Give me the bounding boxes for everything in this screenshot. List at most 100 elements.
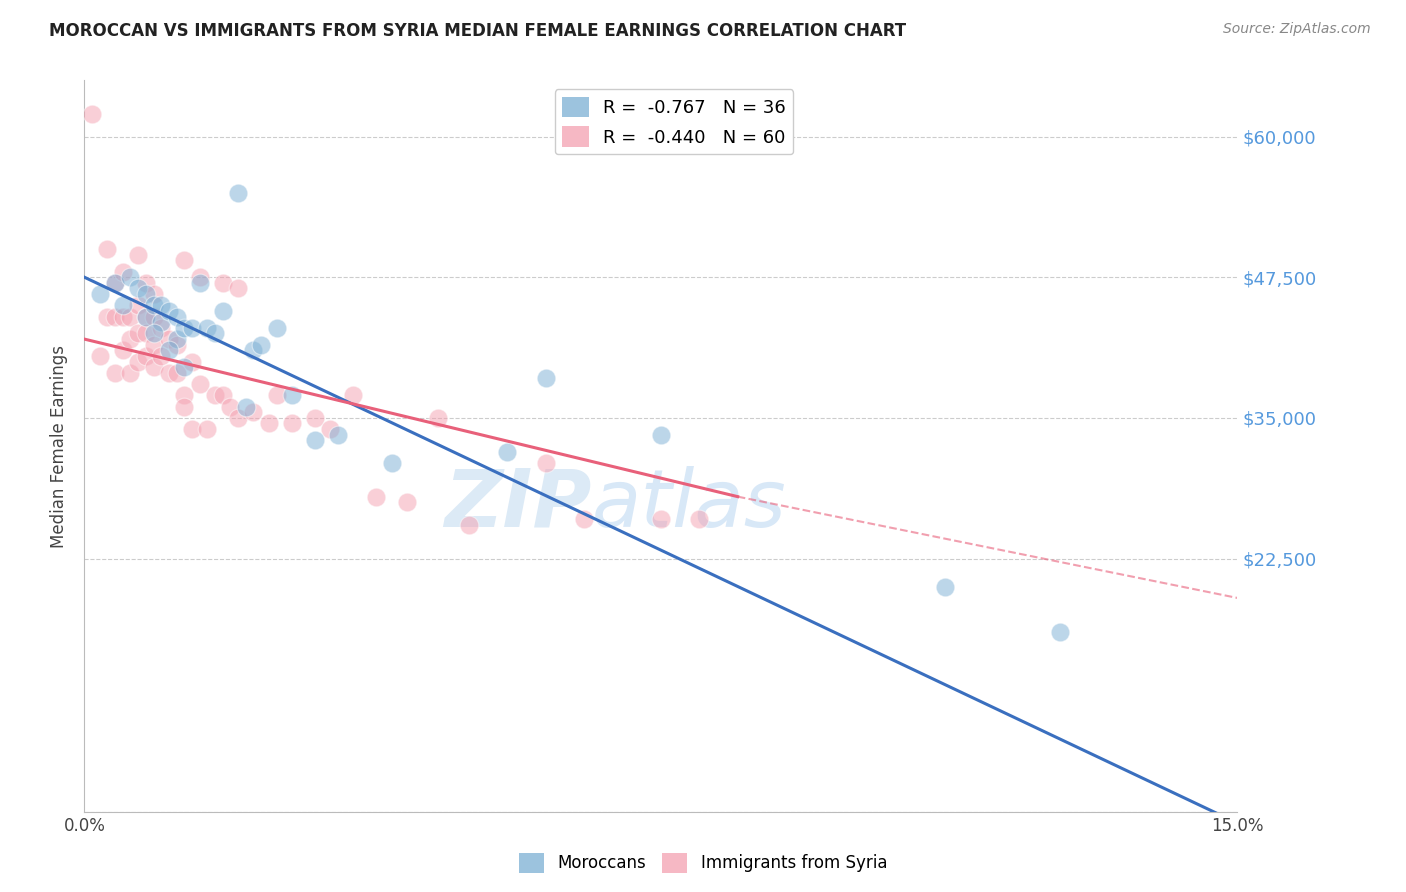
Point — [173, 253, 195, 268]
Point — [166, 332, 188, 346]
Point — [120, 366, 142, 380]
Point — [150, 298, 173, 312]
Point — [142, 310, 165, 324]
Point — [150, 321, 173, 335]
Point — [426, 410, 449, 425]
Point — [181, 422, 204, 436]
Point — [135, 276, 157, 290]
Point — [111, 264, 134, 278]
Point — [396, 495, 419, 509]
Text: Source: ZipAtlas.com: Source: ZipAtlas.com — [1223, 22, 1371, 37]
Point — [534, 456, 557, 470]
Point — [173, 400, 195, 414]
Point — [96, 310, 118, 324]
Point — [188, 377, 211, 392]
Text: MOROCCAN VS IMMIGRANTS FROM SYRIA MEDIAN FEMALE EARNINGS CORRELATION CHART: MOROCCAN VS IMMIGRANTS FROM SYRIA MEDIAN… — [49, 22, 907, 40]
Point — [496, 444, 519, 458]
Text: ZIP: ZIP — [444, 466, 592, 543]
Point — [688, 512, 710, 526]
Point — [166, 337, 188, 351]
Point — [304, 410, 326, 425]
Point — [135, 349, 157, 363]
Point — [142, 287, 165, 301]
Point — [226, 410, 249, 425]
Point — [572, 512, 595, 526]
Point — [319, 422, 342, 436]
Point — [127, 298, 149, 312]
Point — [127, 248, 149, 262]
Point — [111, 343, 134, 358]
Point — [250, 337, 273, 351]
Point — [381, 456, 404, 470]
Point — [266, 321, 288, 335]
Point — [304, 434, 326, 448]
Point — [188, 276, 211, 290]
Point — [157, 304, 180, 318]
Point — [157, 332, 180, 346]
Point — [226, 281, 249, 295]
Point — [104, 276, 127, 290]
Point — [120, 332, 142, 346]
Point — [157, 343, 180, 358]
Point — [166, 310, 188, 324]
Point — [188, 270, 211, 285]
Point — [111, 298, 134, 312]
Point — [135, 287, 157, 301]
Point — [366, 490, 388, 504]
Point — [534, 371, 557, 385]
Point — [204, 326, 226, 341]
Point — [650, 512, 672, 526]
Legend: Moroccans, Immigrants from Syria: Moroccans, Immigrants from Syria — [512, 847, 894, 880]
Point — [181, 354, 204, 368]
Point — [235, 400, 257, 414]
Point — [104, 310, 127, 324]
Point — [1049, 624, 1071, 639]
Point — [135, 310, 157, 324]
Point — [142, 360, 165, 375]
Point — [135, 326, 157, 341]
Point — [157, 366, 180, 380]
Point — [219, 400, 242, 414]
Point — [204, 388, 226, 402]
Y-axis label: Median Female Earnings: Median Female Earnings — [51, 344, 69, 548]
Point — [281, 417, 304, 431]
Point — [173, 321, 195, 335]
Point — [120, 310, 142, 324]
Point — [166, 366, 188, 380]
Legend: R =  -0.767   N = 36, R =  -0.440   N = 60: R = -0.767 N = 36, R = -0.440 N = 60 — [554, 89, 793, 154]
Point — [242, 343, 264, 358]
Point — [242, 405, 264, 419]
Point — [266, 388, 288, 402]
Point — [195, 321, 218, 335]
Point — [135, 310, 157, 324]
Point — [104, 276, 127, 290]
Point — [89, 349, 111, 363]
Point — [96, 242, 118, 256]
Point — [650, 427, 672, 442]
Point — [211, 304, 233, 318]
Point — [80, 107, 103, 121]
Point — [326, 427, 349, 442]
Point — [127, 326, 149, 341]
Point — [457, 517, 479, 532]
Point — [342, 388, 364, 402]
Point — [226, 186, 249, 200]
Point — [111, 310, 134, 324]
Point — [120, 270, 142, 285]
Point — [257, 417, 280, 431]
Point — [127, 354, 149, 368]
Point — [211, 276, 233, 290]
Text: atlas: atlas — [592, 466, 786, 543]
Point — [89, 287, 111, 301]
Point — [150, 349, 173, 363]
Point — [142, 326, 165, 341]
Point — [104, 366, 127, 380]
Point — [211, 388, 233, 402]
Point — [127, 281, 149, 295]
Point — [142, 298, 165, 312]
Point — [195, 422, 218, 436]
Point — [181, 321, 204, 335]
Point — [173, 388, 195, 402]
Point — [281, 388, 304, 402]
Point — [142, 337, 165, 351]
